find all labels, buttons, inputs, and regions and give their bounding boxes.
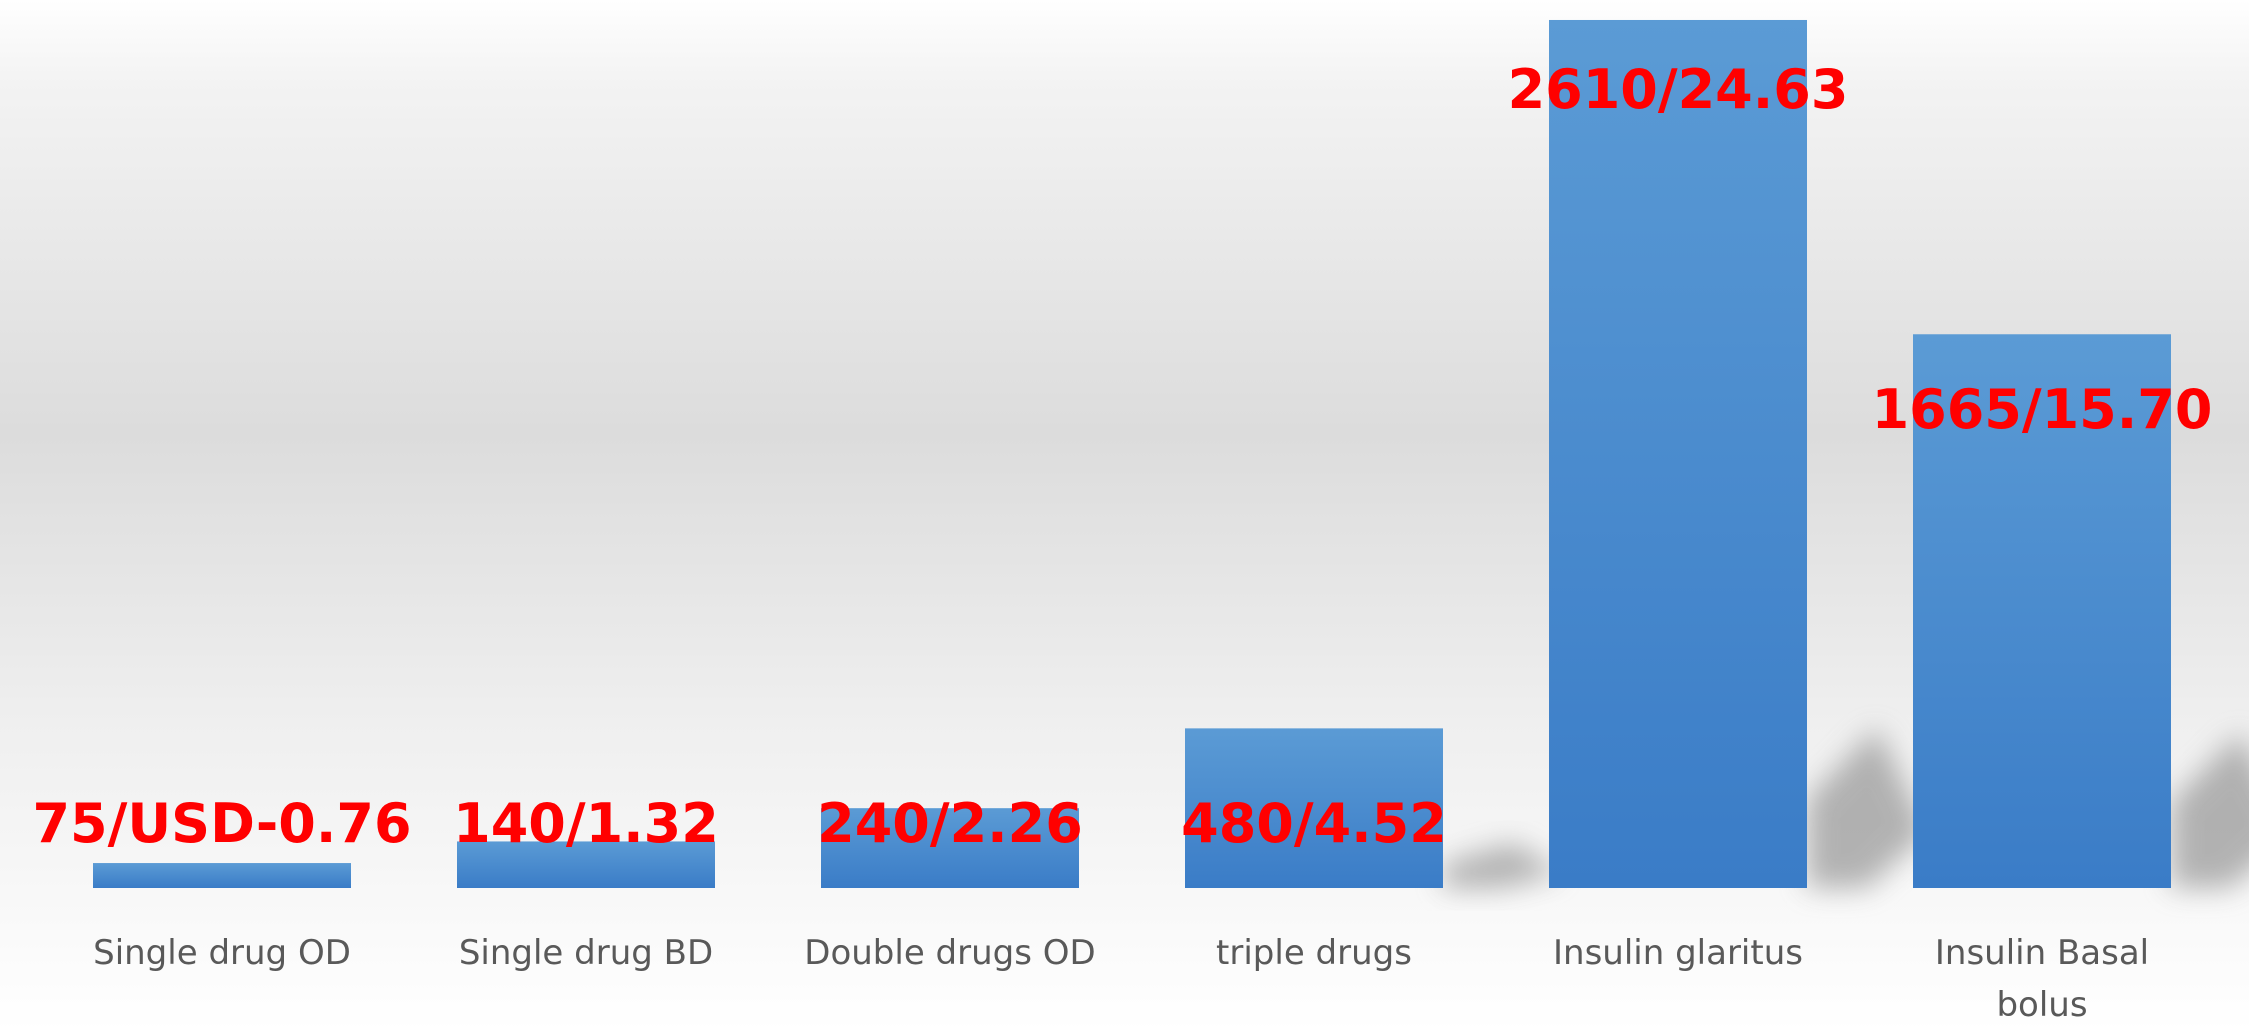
data-label-1: 75/USD-0.76 — [32, 792, 411, 855]
bar-4 — [1185, 728, 1443, 888]
data-label-5: 2610/24.63 — [1508, 58, 1849, 121]
bars — [93, 19, 2171, 888]
bar-1 — [93, 863, 351, 888]
tick-label-4: triple drugs — [1216, 933, 1412, 973]
data-label-2: 140/1.32 — [453, 792, 719, 855]
data-labels: 75/USD-0.76 140/1.32 240/2.26 480/4.52 2610/… — [32, 58, 2212, 855]
tick-label-1: Single drug OD — [93, 933, 351, 973]
data-label-3: 240/2.26 — [817, 792, 1083, 855]
tick-label-6: Insulin Basal bolus — [1935, 933, 2149, 1025]
bar-shadows — [1443, 728, 2249, 888]
data-label-6: 1665/15.70 — [1872, 378, 2213, 441]
data-label-4: 480/4.52 — [1181, 792, 1447, 855]
bar-shadow — [1807, 728, 1927, 888]
bar-shadow — [1443, 843, 1563, 888]
bar-6 — [1913, 334, 2171, 888]
x-axis-tick-labels: Single drug OD Single drug BD Double drugs… — [93, 933, 2149, 1025]
bar-shadow — [2171, 732, 2249, 888]
bar-3 — [821, 808, 1079, 888]
bar-2 — [457, 841, 715, 888]
tick-label-5: Insulin glaritus — [1553, 933, 1803, 973]
tick-label-3: Double drugs OD — [804, 933, 1095, 973]
bar-5 — [1549, 19, 1807, 888]
tick-label-2: Single drug BD — [459, 933, 713, 973]
